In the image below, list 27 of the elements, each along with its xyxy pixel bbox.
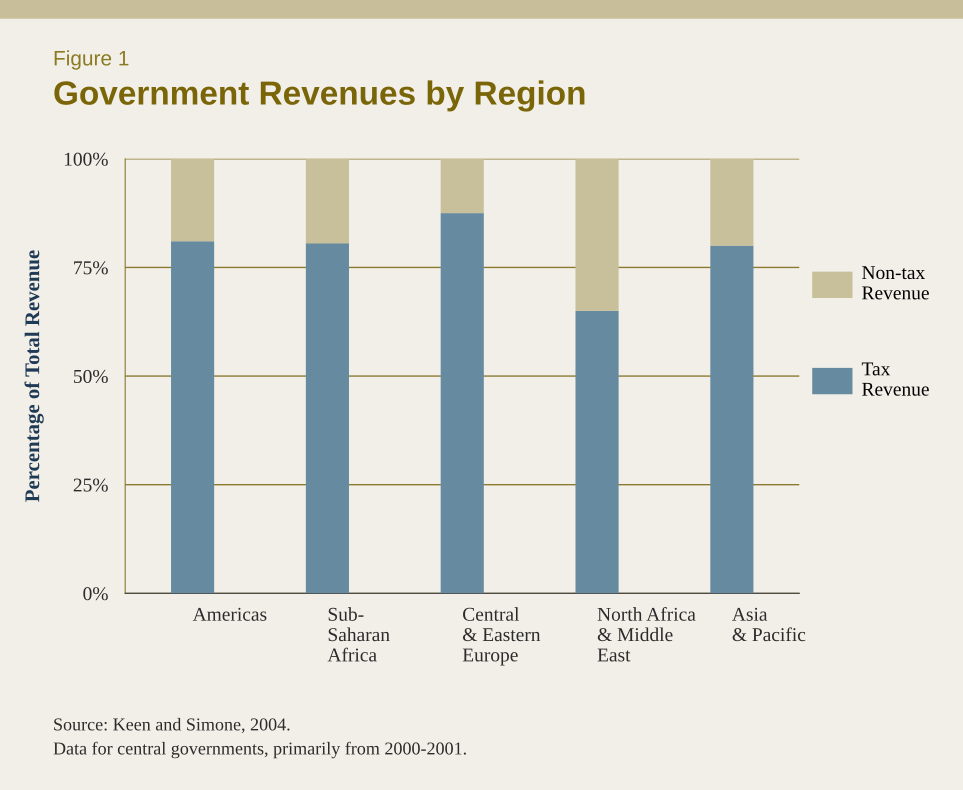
bar: [710, 158, 754, 246]
y-tick-label: 25%: [74, 478, 108, 492]
legend-label: Tax Revenue: [862, 362, 929, 396]
y-tick-label: 75%: [74, 261, 108, 274]
bar: [710, 246, 754, 594]
x-tick-label: Americas: [192, 608, 266, 621]
chart-title: Government Revenues by Region: [54, 80, 584, 112]
bar: [171, 158, 214, 242]
bar: [306, 244, 349, 594]
y-tick-label: 100%: [64, 152, 108, 166]
y-tick-label: 0%: [83, 587, 108, 600]
x-tick-label: Central & Eastern Europe: [462, 607, 540, 666]
source-note: Source: Keen and Simone, 2004.: [54, 718, 290, 734]
x-tick-label: North Africa & Middle East: [598, 606, 696, 662]
bar: [440, 158, 484, 214]
bar: [306, 158, 349, 244]
bar: [575, 310, 619, 594]
bar: [171, 241, 214, 594]
bar: [575, 158, 619, 311]
text: Data for central governments, primarily from 2000-2001.: [54, 742, 466, 758]
y-axis-title: Percentage of Total Revenue: [24, 250, 44, 502]
chart-subtitle: Figure 1: [54, 50, 128, 70]
x-tick-label: Sub- Saharan Africa: [328, 607, 390, 662]
x-tick-label: Asia & Pacific: [732, 608, 806, 642]
y-tick-label: 50%: [74, 370, 108, 384]
bar: [440, 213, 484, 594]
legend-label: Non-tax Revenue: [862, 266, 929, 300]
